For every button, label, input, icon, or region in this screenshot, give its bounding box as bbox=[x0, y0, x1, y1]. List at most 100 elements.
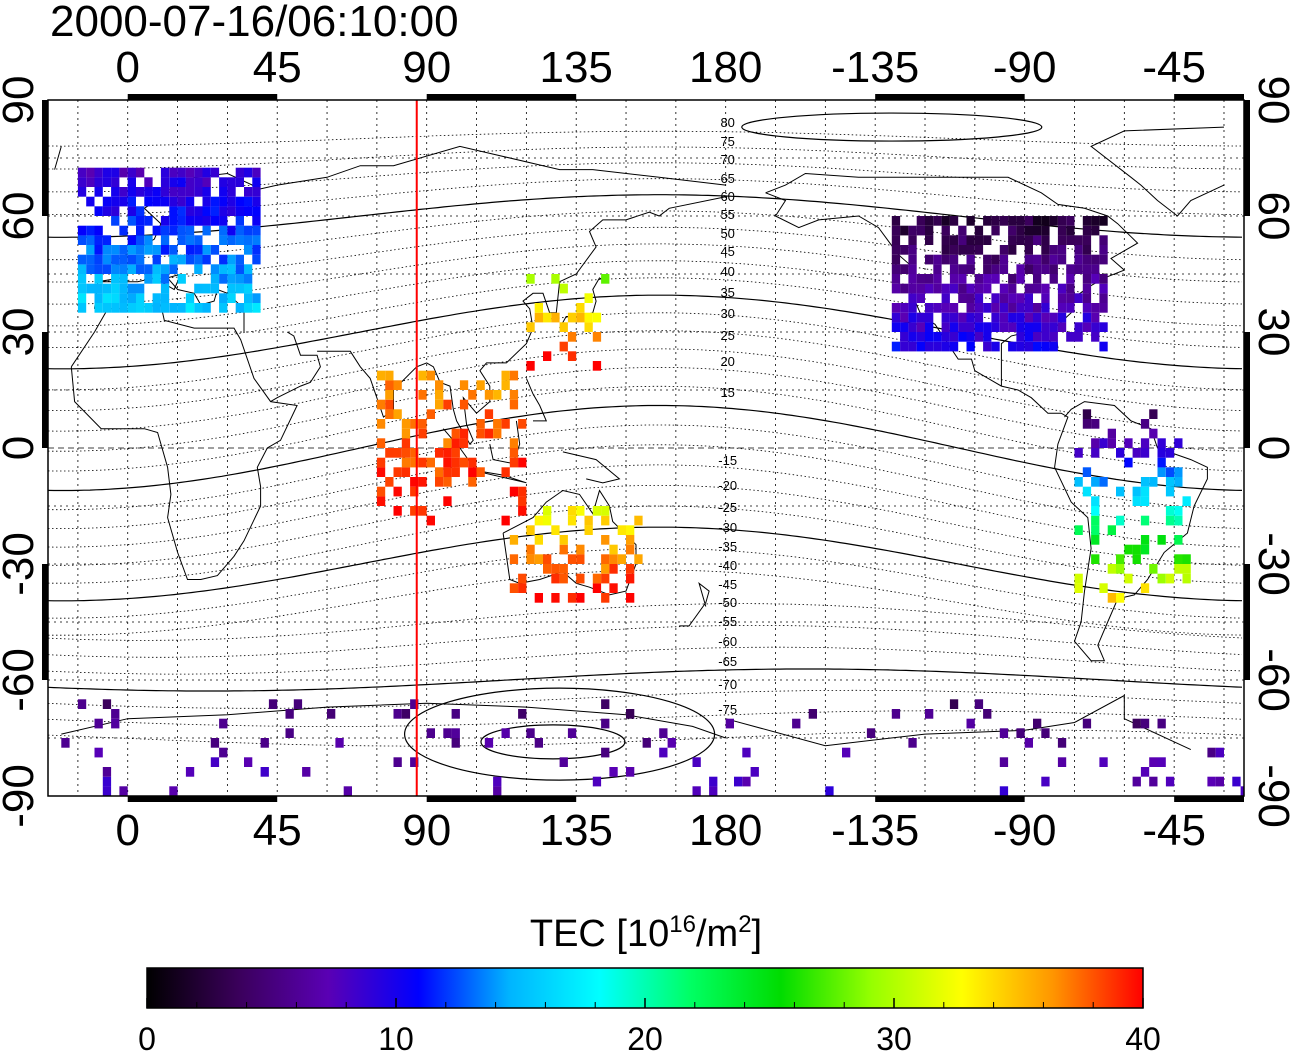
tec-cell bbox=[933, 254, 942, 265]
tec-cell bbox=[891, 303, 901, 313]
tec-cell bbox=[1033, 254, 1042, 265]
tec-cell bbox=[1033, 718, 1042, 729]
colorbar-tick-label: 0 bbox=[138, 1021, 156, 1057]
contour-label: -30 bbox=[718, 520, 737, 535]
tec-cell bbox=[235, 206, 244, 216]
tec-cell bbox=[136, 167, 145, 178]
tec-cell bbox=[1033, 274, 1042, 284]
tec-cell bbox=[900, 303, 909, 313]
right-lat-label: -90 bbox=[1249, 764, 1292, 828]
tec-cell bbox=[609, 564, 618, 574]
tec-cell bbox=[169, 206, 178, 216]
tec-cell bbox=[1057, 303, 1067, 313]
tec-cell bbox=[451, 728, 460, 738]
tec-cell bbox=[916, 216, 925, 226]
tec-cell bbox=[185, 767, 195, 777]
tec-cell bbox=[725, 718, 734, 729]
tec-cell bbox=[194, 254, 203, 265]
tec-cell bbox=[210, 216, 220, 226]
tec-cell bbox=[692, 786, 701, 796]
tec-cell bbox=[1149, 477, 1158, 487]
tec-cell bbox=[1033, 264, 1042, 274]
tec-cell bbox=[160, 225, 170, 236]
tec-cell bbox=[111, 177, 120, 187]
tec-cell bbox=[1057, 283, 1067, 294]
tec-cell bbox=[1116, 448, 1125, 458]
tec-cell bbox=[1157, 457, 1166, 468]
tec-cell bbox=[136, 187, 145, 197]
tec-cell bbox=[94, 264, 103, 274]
tec-cell bbox=[1041, 254, 1050, 265]
tec-cell bbox=[435, 380, 444, 390]
tec-cell bbox=[991, 254, 1000, 265]
tec-cell bbox=[376, 457, 386, 468]
tec-cell bbox=[1016, 312, 1025, 323]
tec-cell bbox=[966, 245, 975, 255]
tec-cell bbox=[77, 225, 87, 236]
tec-cell bbox=[983, 264, 992, 274]
tec-cell bbox=[567, 351, 577, 361]
tec-cell bbox=[418, 428, 427, 439]
tec-cell bbox=[202, 303, 211, 313]
tec-cell bbox=[219, 216, 228, 226]
tec-cell bbox=[111, 709, 120, 719]
tec-cell bbox=[177, 196, 186, 207]
tec-cell bbox=[949, 341, 959, 352]
tec-cell bbox=[127, 206, 136, 216]
tec-cell bbox=[900, 245, 909, 255]
right-lat-label: 60 bbox=[1249, 192, 1292, 241]
tec-cell bbox=[86, 264, 95, 274]
tec-cell bbox=[1099, 477, 1108, 487]
tec-cell bbox=[202, 196, 211, 207]
contour-label: 30 bbox=[720, 306, 734, 321]
tec-cell bbox=[551, 312, 560, 323]
tec-cell bbox=[177, 303, 186, 313]
tec-cell bbox=[1024, 225, 1033, 236]
tec-cell bbox=[1140, 419, 1150, 429]
tec-cell bbox=[866, 728, 876, 738]
tec-cell bbox=[194, 167, 203, 178]
tec-cell bbox=[1116, 486, 1125, 497]
tec-cell bbox=[194, 235, 203, 245]
tec-cell bbox=[1091, 506, 1100, 516]
tec-cell bbox=[194, 283, 203, 294]
tec-cell bbox=[1033, 332, 1042, 342]
tec-cell bbox=[501, 467, 510, 477]
tec-cell bbox=[1174, 535, 1183, 545]
mlat-contour bbox=[48, 526, 1243, 602]
tec-cell bbox=[210, 757, 220, 767]
tec-cell bbox=[949, 274, 959, 284]
tec-cell bbox=[152, 196, 161, 207]
tec-cell bbox=[443, 467, 452, 477]
tec-cell bbox=[1099, 254, 1108, 265]
tec-cell bbox=[86, 283, 95, 294]
mlat-contour bbox=[48, 625, 1243, 658]
tec-cell bbox=[202, 177, 211, 187]
tec-cell bbox=[127, 293, 136, 303]
tec-cell bbox=[1107, 428, 1116, 439]
tec-cell bbox=[1074, 583, 1083, 593]
tec-cell bbox=[518, 709, 527, 719]
tec-cell bbox=[501, 370, 510, 381]
tec-cell bbox=[210, 274, 220, 284]
tec-cell bbox=[1082, 322, 1092, 332]
tec-cell bbox=[451, 738, 460, 748]
tec-cell bbox=[468, 477, 477, 487]
tec-cell bbox=[244, 757, 253, 767]
tec-cell bbox=[501, 728, 510, 738]
tec-cell bbox=[900, 225, 909, 236]
contour-label: -20 bbox=[718, 478, 737, 493]
tec-cell bbox=[1041, 312, 1050, 323]
tec-cell bbox=[451, 428, 460, 439]
tec-cell bbox=[77, 167, 87, 178]
tec-cell bbox=[94, 274, 103, 284]
tec-cell bbox=[908, 245, 917, 255]
tec-cell bbox=[94, 167, 103, 178]
tec-cell bbox=[1099, 322, 1108, 332]
tec-cell bbox=[626, 544, 635, 555]
tec-cell bbox=[1033, 235, 1042, 245]
tec-cell bbox=[160, 303, 170, 313]
tec-cell bbox=[376, 496, 386, 506]
tec-cell bbox=[152, 274, 161, 284]
tec-cell bbox=[966, 293, 975, 303]
